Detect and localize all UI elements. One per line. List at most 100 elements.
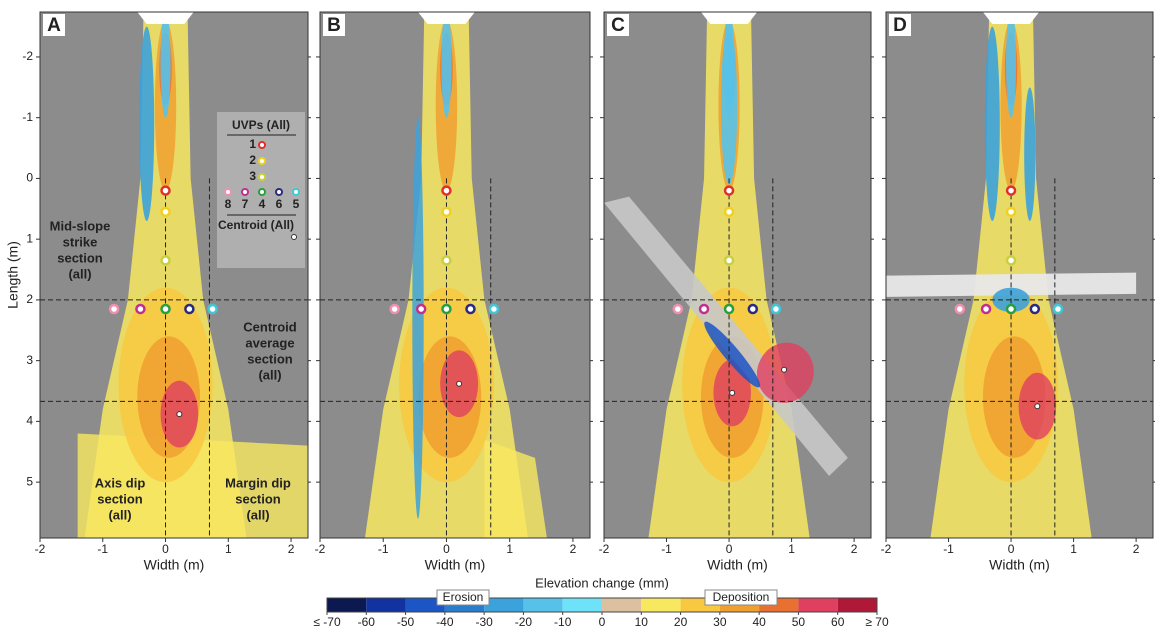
annotation: (all) (246, 507, 269, 522)
uvp-marker (1007, 208, 1015, 216)
inlet-box (983, 12, 1039, 24)
x-tick-label: 2 (1133, 542, 1140, 556)
x-tick-label: 1 (1070, 542, 1077, 556)
colorbar-tick-label: ≥ 70 (865, 615, 889, 629)
y-tick-label: 2 (26, 292, 33, 306)
x-tick-label: -1 (378, 542, 389, 556)
legend-marker (225, 189, 231, 195)
colorbar-tick-label: 50 (792, 615, 806, 629)
uvp-marker (725, 256, 733, 264)
colorbar-tick-label: 20 (674, 615, 688, 629)
x-axis-label: Width (m) (144, 557, 205, 573)
colorbar-tick-label: -20 (515, 615, 533, 629)
uvp-marker (442, 305, 450, 313)
uvp-marker (110, 305, 118, 313)
uvp-marker (749, 305, 757, 313)
panel-label: B (327, 15, 341, 36)
panel-label: A (47, 15, 61, 36)
annotation: section (57, 250, 103, 265)
annotation: Axis dip (95, 475, 146, 490)
colorbar-tick-label: -30 (475, 615, 493, 629)
x-tick-label: -2 (35, 542, 46, 556)
y-tick-label: -1 (22, 110, 33, 124)
colorbar-bin (641, 598, 680, 612)
centroid (457, 381, 462, 386)
uvp-marker (1007, 305, 1015, 313)
annotation: section (247, 351, 293, 366)
y-tick-label: 0 (26, 171, 33, 185)
annotation: Centroid (243, 319, 297, 334)
annotation: Margin dip (225, 475, 291, 490)
uvp-marker (1031, 305, 1039, 313)
x-tick-label: 2 (570, 542, 577, 556)
uvp-marker (417, 305, 425, 313)
uvp-marker (725, 187, 733, 195)
annotation: section (97, 491, 143, 506)
panel (604, 8, 871, 543)
legend-label: 7 (242, 197, 249, 211)
x-tick-label: 0 (1008, 542, 1015, 556)
colorbar-bin (563, 598, 602, 612)
annotation: strike (63, 234, 98, 249)
colorbar-tick-label: 10 (635, 615, 649, 629)
legend-label: 1 (249, 137, 256, 151)
uvp-marker (1007, 187, 1015, 195)
uvp-marker (982, 305, 990, 313)
uvp-marker (772, 305, 780, 313)
legend-marker (259, 142, 265, 148)
x-tick-label: 1 (788, 542, 795, 556)
panel-label: C (611, 15, 625, 36)
uvp-marker (136, 305, 144, 313)
uvp-marker (209, 305, 217, 313)
erosion-strip (412, 118, 423, 519)
x-tick-label: 2 (288, 542, 295, 556)
uvp-marker (162, 305, 170, 313)
colorbar-bin (484, 598, 523, 612)
x-tick-label: 0 (162, 542, 169, 556)
x-tick-label: -1 (943, 542, 954, 556)
legend-marker (276, 189, 282, 195)
inlet-box (701, 12, 757, 24)
colorbar-tick-label: -50 (397, 615, 415, 629)
legend-label: 2 (249, 153, 256, 167)
colorbar-tick-label: 0 (599, 615, 606, 629)
x-tick-label: -2 (315, 542, 326, 556)
uvp-marker (466, 305, 474, 313)
legend-label: 4 (259, 197, 266, 211)
x-axis-label: Width (m) (707, 557, 768, 573)
panel-label: D (893, 15, 907, 36)
legend-label: 8 (225, 197, 232, 211)
colorbar-bin (523, 598, 562, 612)
legend-label: 6 (276, 197, 283, 211)
uvp-marker (725, 208, 733, 216)
y-tick-label: 3 (26, 353, 33, 367)
legend-marker (293, 189, 299, 195)
x-axis-label: Width (m) (425, 557, 486, 573)
inlet (161, 8, 171, 117)
centroid (782, 367, 787, 372)
uvp-marker (162, 208, 170, 216)
y-tick-label: 1 (26, 231, 33, 245)
legend-marker (242, 189, 248, 195)
legend-label: 3 (249, 169, 256, 183)
panel (320, 8, 590, 543)
x-tick-label: -1 (97, 542, 108, 556)
annotation: Mid-slope (50, 218, 111, 233)
inlet-box (418, 12, 475, 24)
uvp-marker (391, 305, 399, 313)
y-axis-label: Length (m) (5, 241, 21, 309)
uvp-marker (185, 305, 193, 313)
uvp-marker (956, 305, 964, 313)
annotation: (all) (108, 507, 131, 522)
x-tick-label: 2 (851, 542, 858, 556)
annotation: (all) (68, 266, 91, 281)
x-tick-label: -2 (881, 542, 892, 556)
legend-label: Centroid (All) (218, 218, 294, 232)
legend-label: 5 (293, 197, 300, 211)
inlet (441, 8, 451, 117)
inlet (1006, 8, 1016, 117)
x-tick-label: 1 (225, 542, 232, 556)
centroid (1035, 404, 1040, 409)
inlet-box (137, 12, 193, 24)
centroid (177, 412, 182, 417)
